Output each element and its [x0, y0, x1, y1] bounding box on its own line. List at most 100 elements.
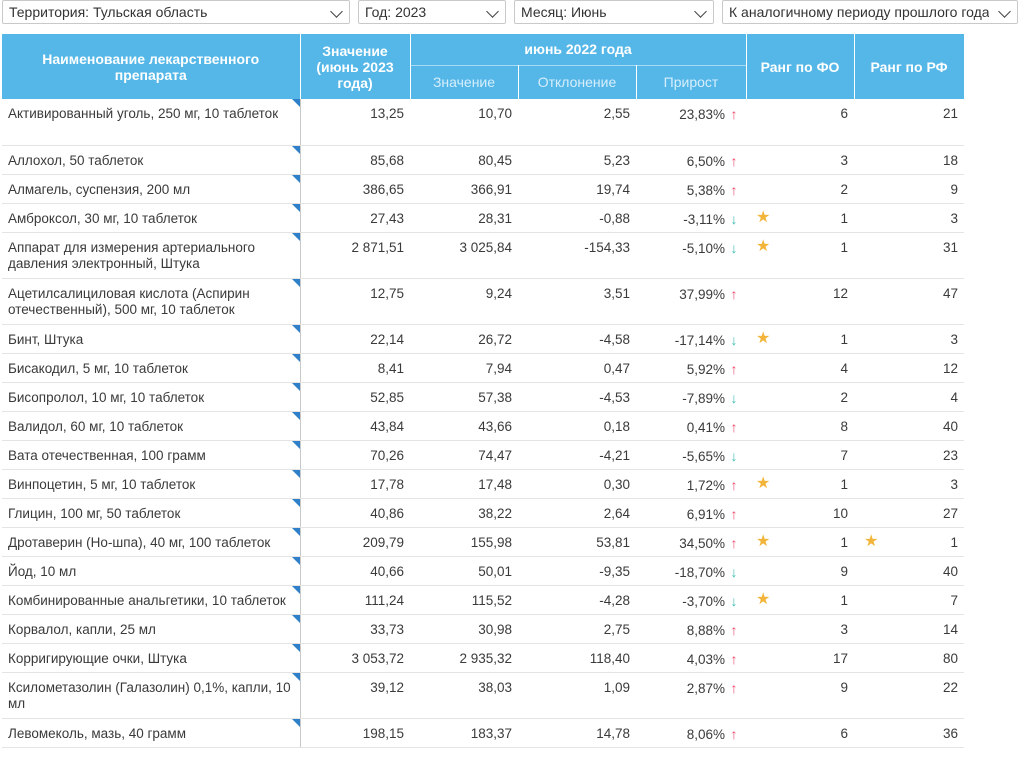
growth-cell: 1,72% ↑: [636, 469, 746, 499]
growth-cell: -17,14% ↓: [636, 324, 746, 354]
table-row[interactable]: Левомеколь, мазь, 40 грамм 198,15 183,37 14…: [2, 718, 964, 748]
value-cell: 3 053,72: [300, 643, 410, 673]
value-cell: 39,12: [300, 672, 410, 719]
growth-value: 6,91%: [686, 506, 725, 522]
deviation-cell: 118,40: [518, 643, 636, 673]
growth-cell: -3,70% ↓: [636, 585, 746, 615]
comment-marker-icon: [291, 324, 300, 333]
col-header-name[interactable]: Наименование лекарственного препарата: [2, 34, 301, 99]
table-row[interactable]: Ксилометазолин (Галазолин) 0,1%, капли, …: [2, 672, 964, 719]
territory-dropdown[interactable]: Территория: Тульская область: [2, 0, 350, 24]
star-icon: ★: [756, 208, 771, 226]
year-dropdown[interactable]: Год: 2023: [358, 0, 506, 24]
drug-name: Амброксол, 30 мг, 10 таблеток: [8, 210, 198, 226]
rank-fo-cell: 12: [746, 278, 854, 325]
growth-cell: 34,50% ↑: [636, 527, 746, 557]
table-row[interactable]: Бинт, Штука 22,14 26,72 -4,58 -17,14% ↓ ★ 1 3: [2, 324, 964, 354]
prev-value-cell: 57,38: [410, 382, 518, 412]
table-row[interactable]: Корвалол, капли, 25 мл 33,73 30,98 2,75 8,88…: [2, 614, 964, 644]
col-header-rank-rf[interactable]: Ранг по РФ: [854, 34, 965, 99]
value-cell: 33,73: [300, 614, 410, 644]
prev-value-cell: 30,98: [410, 614, 518, 644]
table-row[interactable]: Валидол, 60 мг, 10 таблеток 43,84 43,66 0,1…: [2, 411, 964, 441]
table-row[interactable]: Бисакодил, 5 мг, 10 таблеток 8,41 7,94 0,47…: [2, 353, 964, 383]
table-row[interactable]: Алмагель, суспензия, 200 мл 386,65 366,91 1…: [2, 174, 964, 204]
star-icon: ★: [864, 532, 879, 550]
prev-value-cell: 3 025,84: [410, 232, 518, 279]
deviation-cell: -0,88: [518, 203, 636, 233]
value-cell: 17,78: [300, 469, 410, 499]
table-row[interactable]: Глицин, 100 мг, 50 таблеток 40,86 38,22 2,6…: [2, 498, 964, 528]
drug-name: Бисопролол, 10 мг, 10 таблеток: [8, 389, 205, 405]
growth-cell: 6,50% ↑: [636, 145, 746, 175]
value-cell: 27,43: [300, 203, 410, 233]
drug-name: Вата отечественная, 100 грамм: [8, 447, 206, 463]
table-row[interactable]: Бисопролол, 10 мг, 10 таблеток 52,85 57,38…: [2, 382, 964, 412]
drug-name: Аллохол, 50 таблеток: [8, 152, 144, 168]
table-row[interactable]: Дротаверин (Но-шпа), 40 мг, 100 таблеток…: [2, 527, 964, 557]
rank-fo-cell: 6: [746, 718, 854, 748]
table-row[interactable]: Аппарат для измерения артериального давл…: [2, 232, 964, 279]
comment-marker-icon: [291, 382, 300, 391]
table-row[interactable]: Ацетилсалициловая кислота (Аспирин отече…: [2, 278, 964, 325]
growth-cell: 0,41% ↑: [636, 411, 746, 441]
arrow-down-icon: ↓: [730, 389, 738, 406]
deviation-cell: 1,09: [518, 672, 636, 719]
comment-marker-icon: [291, 99, 300, 107]
rank-rf-value: 40: [942, 418, 958, 434]
rank-fo-value: 3: [840, 152, 848, 168]
arrow-up-icon: ↑: [730, 360, 738, 377]
table-row[interactable]: Вата отечественная, 100 грамм 70,26 74,47-…: [2, 440, 964, 470]
rank-rf-value: 12: [942, 360, 958, 376]
table-row[interactable]: Корригирующие очки, Штука 3 053,72 2 935,3…: [2, 643, 964, 673]
growth-value: -18,70%: [674, 564, 725, 580]
table-row[interactable]: Амброксол, 30 мг, 10 таблеток 27,43 28,31-…: [2, 203, 964, 233]
rank-fo-value: 9: [840, 563, 848, 579]
growth-cell: -18,70% ↓: [636, 556, 746, 586]
table-row[interactable]: Винпоцетин, 5 мг, 10 таблеток 17,78 17,48 0…: [2, 469, 964, 499]
prev-value-cell: 7,94: [410, 353, 518, 383]
rank-rf-cell: 18: [854, 145, 964, 175]
table-body: Активированный уголь, 250 мг, 10 таблето…: [2, 99, 964, 748]
compare-period-dropdown[interactable]: К аналогичному периоду прошлого года: [722, 0, 1018, 24]
rank-fo-value: 12: [832, 285, 848, 301]
prev-value-cell: 17,48: [410, 469, 518, 499]
col-header-deviation[interactable]: Отклонение: [518, 64, 637, 99]
rank-fo-value: 17: [832, 650, 848, 666]
comment-marker-icon: [291, 643, 300, 652]
rank-fo-cell: ★ 1: [746, 324, 854, 354]
drug-name: Аппарат для измерения артериального давл…: [8, 239, 256, 271]
col-header-growth[interactable]: Прирост: [636, 64, 747, 99]
drug-name: Бинт, Штука: [8, 331, 84, 347]
table-row[interactable]: Комбинированные анальгетики, 10 таблеток…: [2, 585, 964, 615]
territory-dropdown-value: Территория: Тульская область: [9, 4, 208, 20]
growth-value: -7,89%: [682, 390, 725, 406]
rank-rf-value: 47: [942, 285, 958, 301]
month-dropdown[interactable]: Месяц: Июнь: [514, 0, 714, 24]
rank-rf-cell: 31: [854, 232, 964, 279]
prev-value-cell: 74,47: [410, 440, 518, 470]
col-header-prev-value[interactable]: Значение: [410, 64, 519, 99]
prev-value-cell: 115,52: [410, 585, 518, 615]
arrow-up-icon: ↑: [730, 650, 738, 667]
col-group-header-prev-year: июнь 2022 года: [410, 34, 747, 65]
table-row[interactable]: Активированный уголь, 250 мг, 10 таблето…: [2, 99, 964, 146]
comment-marker-icon: [291, 614, 300, 623]
col-header-value[interactable]: Значение (июнь 2023 года): [300, 34, 411, 99]
rank-fo-cell: 9: [746, 556, 854, 586]
table-row[interactable]: Аллохол, 50 таблеток 85,68 80,45 5,23 6,50% ↑…: [2, 145, 964, 175]
rank-rf-cell: 4: [854, 382, 964, 412]
rank-rf-value: 27: [942, 505, 958, 521]
growth-cell: 23,83% ↑: [636, 99, 746, 146]
deviation-cell: 2,64: [518, 498, 636, 528]
rank-fo-value: 10: [832, 505, 848, 521]
col-header-rank-fo[interactable]: Ранг по ФО: [746, 34, 855, 99]
arrow-up-icon: ↑: [730, 534, 738, 551]
value-cell: 12,75: [300, 278, 410, 325]
prev-value-cell: 43,66: [410, 411, 518, 441]
table-row[interactable]: Йод, 10 мл 40,66 50,01 -9,35 -18,70% ↓ 9 40: [2, 556, 964, 586]
star-icon: ★: [756, 329, 771, 347]
deviation-cell: 14,78: [518, 718, 636, 748]
rank-rf-cell: 47: [854, 278, 964, 325]
growth-value: 37,99%: [679, 286, 725, 302]
